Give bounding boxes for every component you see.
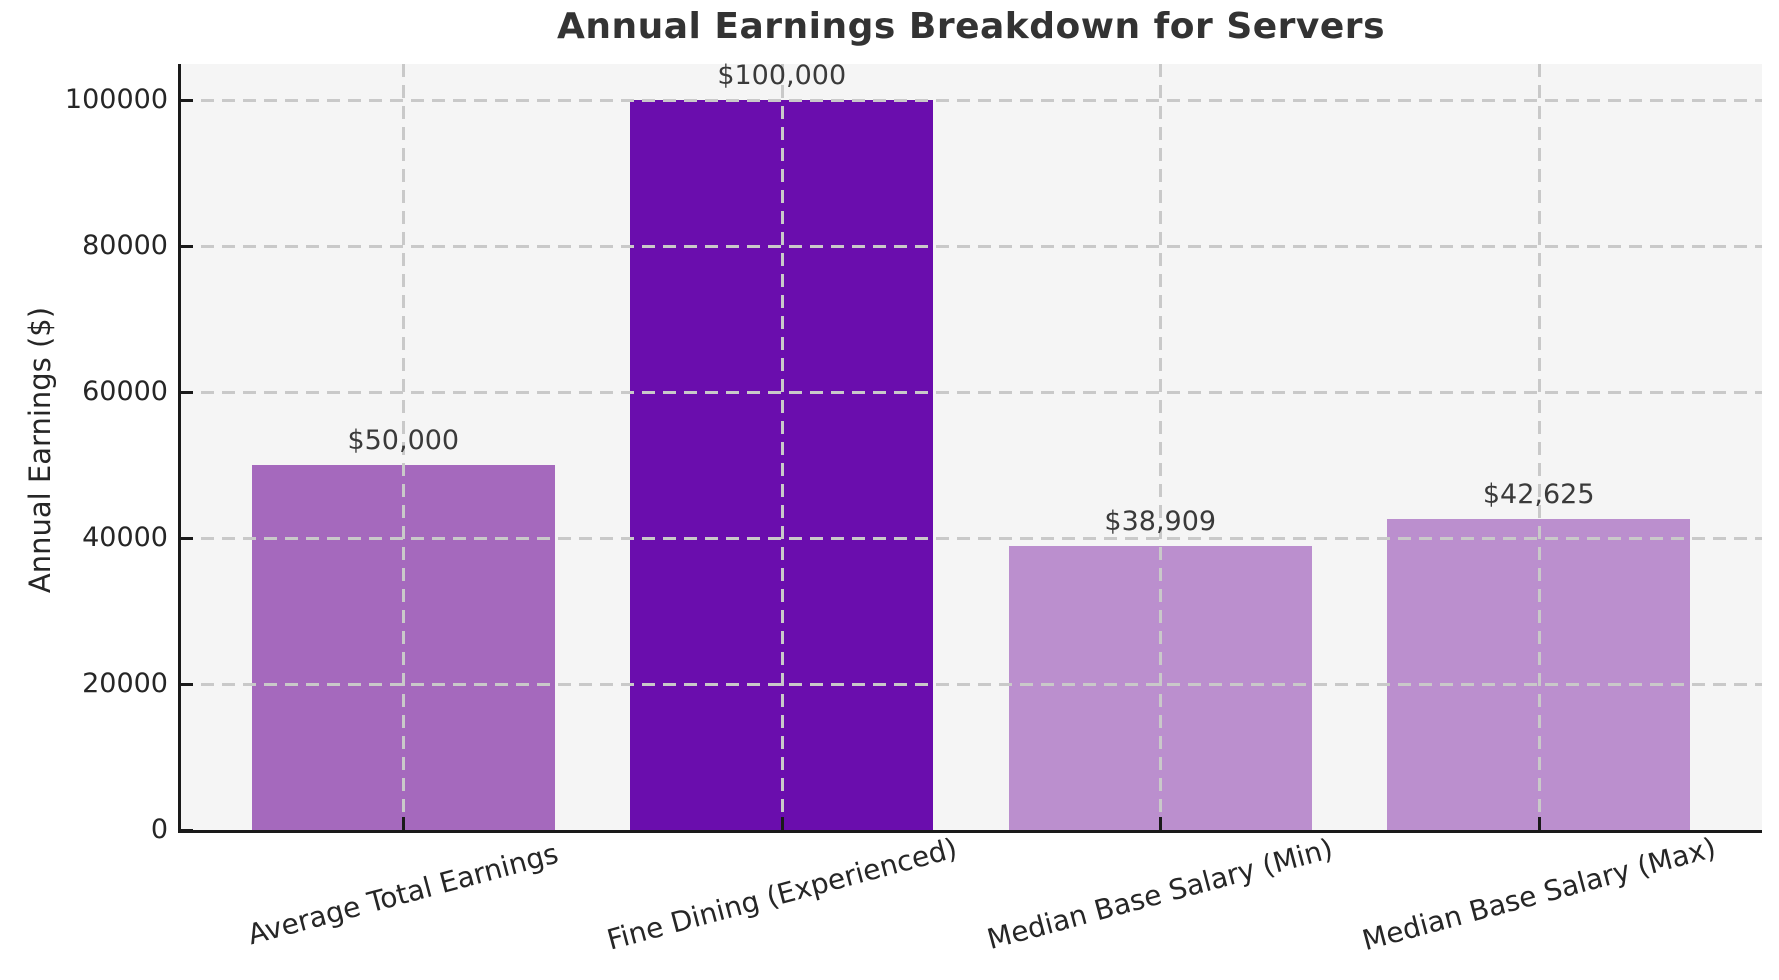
y-tick-label-80000: 80000 bbox=[82, 230, 168, 262]
v-gridline-1 bbox=[780, 64, 784, 830]
y-axis-spine bbox=[178, 64, 181, 833]
y-tick-mark-80000 bbox=[180, 245, 193, 249]
x-tick-mark-2 bbox=[1159, 817, 1163, 830]
v-gridline-0 bbox=[402, 64, 406, 830]
chart-title: Annual Earnings Breakdown for Servers bbox=[557, 6, 1385, 47]
y-tick-label-20000: 20000 bbox=[82, 668, 168, 700]
x-tick-mark-0 bbox=[402, 817, 406, 830]
h-gridline-60000 bbox=[180, 391, 1762, 395]
h-gridline-100000 bbox=[180, 99, 1762, 103]
h-gridline-40000 bbox=[180, 537, 1762, 541]
x-tick-label-1: Fine Dining (Experienced) bbox=[603, 831, 961, 957]
bar-value-label-1: $100,000 bbox=[717, 60, 847, 92]
h-gridline-80000 bbox=[180, 245, 1762, 249]
y-tick-label-60000: 60000 bbox=[82, 376, 168, 408]
h-gridline-20000 bbox=[180, 683, 1762, 687]
bar-value-label-3: $42,625 bbox=[1482, 479, 1595, 511]
bar-value-label-0: $50,000 bbox=[347, 425, 460, 457]
x-tick-label-2: Median Base Salary (Min) bbox=[983, 831, 1337, 957]
x-tick-mark-1 bbox=[780, 817, 784, 830]
y-tick-label-100000: 100000 bbox=[64, 84, 168, 116]
y-tick-mark-20000 bbox=[180, 683, 193, 687]
v-gridline-3 bbox=[1537, 64, 1541, 830]
y-tick-mark-60000 bbox=[180, 391, 193, 395]
x-axis-spine bbox=[178, 830, 1762, 833]
x-tick-label-3: Median Base Salary (Max) bbox=[1358, 830, 1719, 958]
bar-value-label-2: $38,909 bbox=[1104, 506, 1217, 538]
y-axis-label: Annual Earnings ($) bbox=[23, 306, 57, 594]
v-gridline-2 bbox=[1159, 64, 1163, 830]
plot-area bbox=[180, 64, 1762, 832]
y-tick-mark-40000 bbox=[180, 537, 193, 541]
y-tick-label-0: 0 bbox=[150, 814, 168, 845]
x-tick-label-0: Average Total Earnings bbox=[244, 836, 562, 952]
x-tick-mark-3 bbox=[1537, 817, 1541, 830]
y-tick-label-40000: 40000 bbox=[82, 522, 168, 554]
y-tick-mark-100000 bbox=[180, 99, 193, 103]
